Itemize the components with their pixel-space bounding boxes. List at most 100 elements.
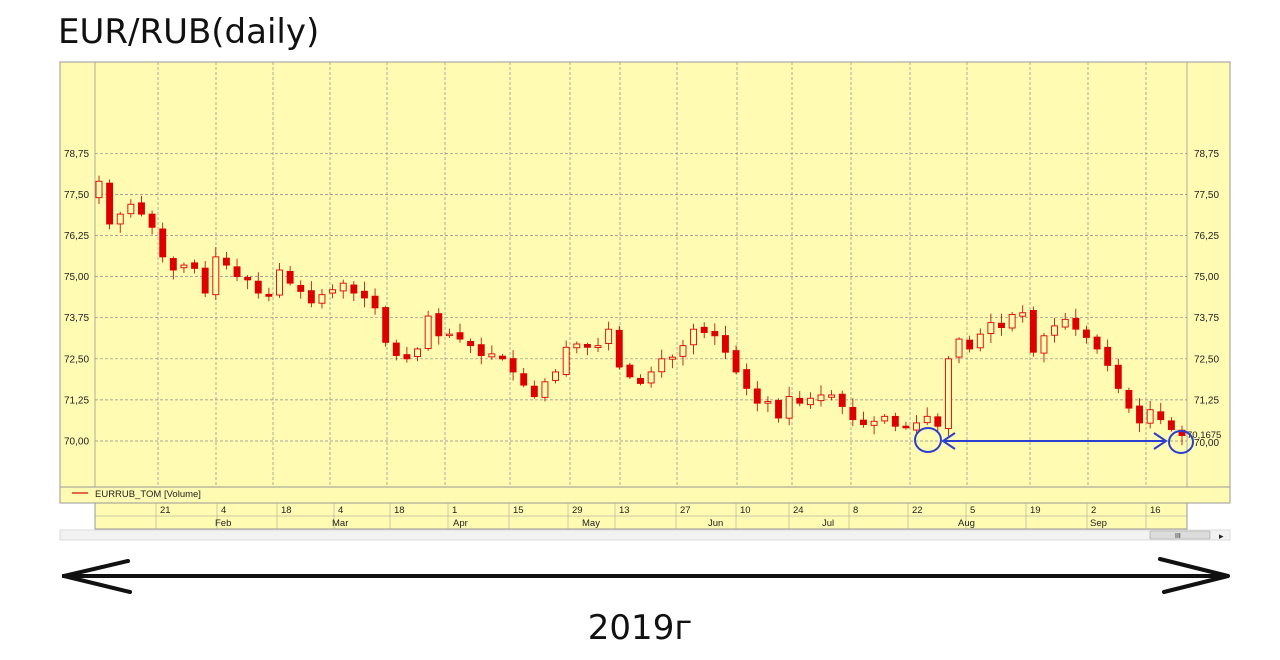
x-day-label: 4 xyxy=(338,505,343,516)
y-tick-label-left: 75,00 xyxy=(64,272,89,283)
y-axis-right: 78,75 77,50 76,25 75,00 73,75 72,50 71,25 70,00 xyxy=(1194,149,1219,449)
candle xyxy=(828,390,836,401)
candle xyxy=(95,175,103,204)
x-month-label: Mar xyxy=(332,518,348,529)
candle xyxy=(1061,312,1069,330)
x-day-label: 24 xyxy=(793,505,804,516)
scrollbar-thumb-grip: III xyxy=(1175,533,1181,540)
candle xyxy=(265,287,273,302)
candle xyxy=(318,288,326,309)
x-month-label: Jul xyxy=(822,518,834,529)
candle xyxy=(488,345,496,360)
candle xyxy=(297,280,305,299)
candle xyxy=(1008,312,1016,332)
candle xyxy=(307,281,315,308)
x-day-label: 8 xyxy=(853,505,858,516)
candle xyxy=(212,247,220,300)
candle xyxy=(881,413,889,424)
y-tick-label-right: 78,75 xyxy=(1194,149,1219,160)
candle xyxy=(244,275,252,290)
candle xyxy=(796,391,804,407)
candle xyxy=(552,369,560,384)
candle xyxy=(1125,387,1133,413)
y-tick-label-right: 71,25 xyxy=(1194,395,1219,406)
y-tick-label-right: 72,50 xyxy=(1194,354,1219,365)
x-month-label: Aug xyxy=(958,518,975,529)
candle xyxy=(254,272,262,299)
candle xyxy=(775,398,782,423)
candle xyxy=(891,412,899,432)
candle xyxy=(690,323,698,355)
candle xyxy=(191,259,199,274)
candle xyxy=(966,335,974,353)
plot-area xyxy=(59,61,1231,488)
candle xyxy=(456,323,464,343)
candle xyxy=(233,258,241,282)
y-tick-label-left: 70,00 xyxy=(64,437,89,448)
x-day-label: 21 xyxy=(160,505,171,516)
scrollbar-track[interactable] xyxy=(59,529,1231,541)
last-value-label: 70,1675 xyxy=(1187,430,1221,441)
candle xyxy=(509,350,517,381)
x-day-label: 1 xyxy=(452,505,457,516)
candle xyxy=(626,362,634,380)
scrollbar-thumb[interactable] xyxy=(1149,530,1211,540)
candle xyxy=(276,263,283,298)
y-tick-label-left: 72,50 xyxy=(64,354,89,365)
candle xyxy=(201,260,209,297)
candle xyxy=(849,398,857,427)
candle xyxy=(414,347,421,362)
candle xyxy=(541,378,549,402)
candle xyxy=(573,341,581,354)
y-tick-label-right: 73,75 xyxy=(1194,313,1219,324)
candle xyxy=(594,337,602,352)
candle xyxy=(382,305,390,347)
candle xyxy=(1072,308,1080,336)
year-label: 2019г xyxy=(587,608,693,648)
period-arrow-head-left xyxy=(62,559,132,594)
candle xyxy=(424,310,432,351)
candle xyxy=(870,416,878,435)
x-day-label: 18 xyxy=(394,505,405,516)
candle xyxy=(1082,325,1090,344)
candle xyxy=(392,339,400,361)
candle xyxy=(339,279,347,299)
x-month-label: Sep xyxy=(1090,518,1107,529)
range-arrow-head-left xyxy=(941,432,956,450)
candle xyxy=(499,353,506,361)
candle xyxy=(732,345,740,375)
y-tick-label-left: 78,75 xyxy=(64,149,89,160)
low-marker-circle-left xyxy=(914,427,942,453)
volume-panel xyxy=(59,486,1231,504)
x-day-label: 22 xyxy=(912,505,923,516)
candle xyxy=(530,380,538,399)
y-tick-label-right: 70,00 xyxy=(1194,438,1219,449)
candle xyxy=(1167,417,1175,432)
candle xyxy=(658,349,666,378)
candle xyxy=(955,337,963,364)
annotations xyxy=(62,427,1230,594)
candle xyxy=(913,415,921,436)
candle xyxy=(329,284,337,299)
candle xyxy=(679,339,687,366)
scrollbar-right-arrow[interactable]: ▸ xyxy=(1219,531,1224,541)
x-day-label: 5 xyxy=(970,505,975,516)
period-arrow-head-right xyxy=(1158,557,1230,594)
candle xyxy=(806,392,814,409)
candle xyxy=(1029,306,1037,357)
x-day-label: 10 xyxy=(740,505,751,516)
y-tick-label-left: 71,25 xyxy=(64,395,89,406)
candle xyxy=(562,340,570,377)
x-month-label: Apr xyxy=(453,518,468,529)
candle xyxy=(477,337,485,365)
candle xyxy=(360,281,368,308)
y-tick-label-left: 76,25 xyxy=(64,231,89,242)
legend-label: EURRUB_TOM [Volume] xyxy=(95,489,201,500)
candle xyxy=(159,222,167,263)
candle xyxy=(435,308,443,345)
y-tick-label-left: 77,50 xyxy=(64,190,89,201)
x-day-label: 29 xyxy=(572,505,583,516)
candle xyxy=(138,195,145,217)
candle xyxy=(987,313,995,343)
